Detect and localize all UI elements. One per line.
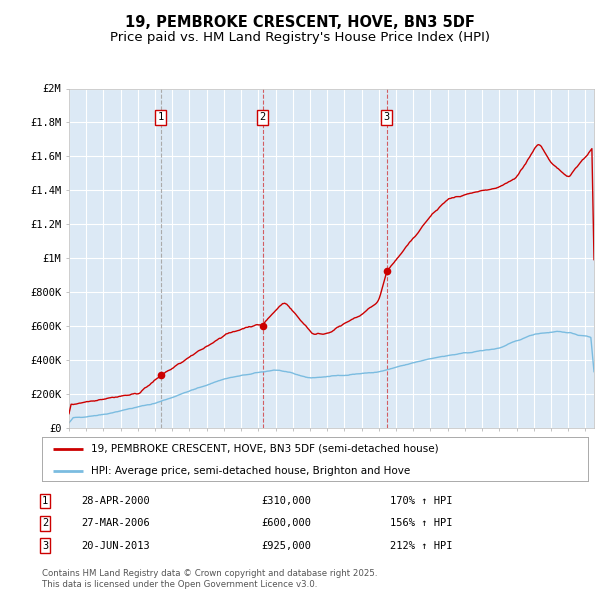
Text: 156% ↑ HPI: 156% ↑ HPI [390, 518, 452, 528]
Text: 27-MAR-2006: 27-MAR-2006 [81, 518, 150, 528]
Text: 1: 1 [158, 112, 164, 122]
Text: £600,000: £600,000 [261, 518, 311, 528]
Text: 19, PEMBROKE CRESCENT, HOVE, BN3 5DF (semi-detached house): 19, PEMBROKE CRESCENT, HOVE, BN3 5DF (se… [91, 444, 439, 454]
Text: 28-APR-2000: 28-APR-2000 [81, 496, 150, 506]
Text: 170% ↑ HPI: 170% ↑ HPI [390, 496, 452, 506]
Text: 2: 2 [260, 112, 266, 122]
Text: Price paid vs. HM Land Registry's House Price Index (HPI): Price paid vs. HM Land Registry's House … [110, 31, 490, 44]
Text: 3: 3 [42, 540, 48, 550]
Text: 3: 3 [383, 112, 390, 122]
Text: £310,000: £310,000 [261, 496, 311, 506]
Text: £925,000: £925,000 [261, 540, 311, 550]
Text: 1: 1 [42, 496, 48, 506]
Text: HPI: Average price, semi-detached house, Brighton and Hove: HPI: Average price, semi-detached house,… [91, 466, 410, 476]
Text: 19, PEMBROKE CRESCENT, HOVE, BN3 5DF: 19, PEMBROKE CRESCENT, HOVE, BN3 5DF [125, 15, 475, 30]
Text: Contains HM Land Registry data © Crown copyright and database right 2025.
This d: Contains HM Land Registry data © Crown c… [42, 569, 377, 589]
Text: 2: 2 [42, 518, 48, 528]
Text: 20-JUN-2013: 20-JUN-2013 [81, 540, 150, 550]
Text: 212% ↑ HPI: 212% ↑ HPI [390, 540, 452, 550]
